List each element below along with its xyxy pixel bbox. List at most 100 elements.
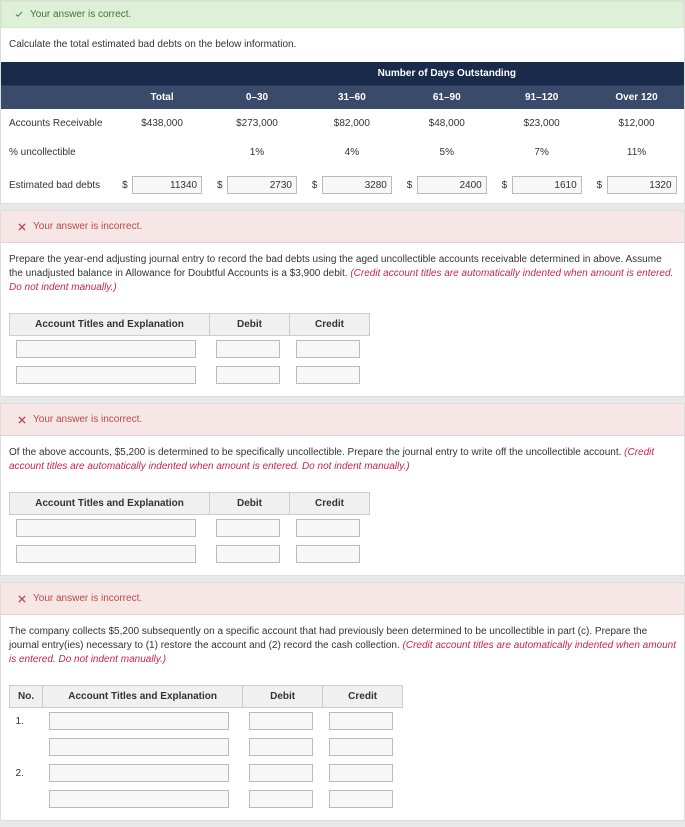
account-input[interactable] — [49, 764, 229, 782]
journal-table-c: Account Titles and Explanation Debit Cre… — [9, 492, 370, 567]
account-input[interactable] — [49, 790, 229, 808]
debit-input[interactable] — [216, 519, 280, 537]
credit-input[interactable] — [329, 764, 393, 782]
part-b-instruction: Prepare the year-end adjusting journal e… — [1, 243, 684, 305]
row-no: 2. — [10, 760, 43, 786]
ebd-61-90-input[interactable] — [417, 176, 487, 194]
pct-total — [115, 138, 210, 167]
credit-input[interactable] — [296, 340, 360, 358]
part-d-instruction: The company collects $5,200 subsequently… — [1, 615, 684, 677]
ar-31-60: $82,000 — [304, 109, 399, 138]
col-91-120: 91–120 — [494, 86, 589, 110]
row-no: 1. — [10, 708, 43, 735]
part-c-section: Your answer is incorrect. Of the above a… — [0, 403, 685, 576]
ebd-91-120-input[interactable] — [512, 176, 582, 194]
account-input[interactable] — [49, 712, 229, 730]
pct-61-90: 5% — [399, 138, 494, 167]
dollar-sign: $ — [312, 180, 322, 191]
ar-91-120: $23,000 — [494, 109, 589, 138]
journal-row — [10, 734, 403, 760]
credit-input[interactable] — [296, 519, 360, 537]
banner-text: Your answer is incorrect. — [33, 593, 142, 604]
part-b-section: Your answer is incorrect. Prepare the ye… — [0, 210, 685, 397]
debit-input[interactable] — [216, 545, 280, 563]
account-input[interactable] — [16, 366, 196, 384]
journal-row — [10, 336, 370, 363]
instruction-plain: Of the above accounts, $5,200 is determi… — [9, 447, 624, 458]
ar-label: Accounts Receivable — [1, 109, 115, 138]
col-debit: Debit — [243, 686, 323, 708]
super-header: Number of Days Outstanding — [210, 62, 684, 86]
incorrect-banner: Your answer is incorrect. — [1, 211, 684, 243]
dollar-sign: $ — [217, 180, 227, 191]
account-input[interactable] — [16, 519, 196, 537]
journal-row — [10, 362, 370, 388]
debit-input[interactable] — [216, 340, 280, 358]
banner-text: Your answer is incorrect. — [33, 414, 142, 425]
journal-table-d: No. Account Titles and Explanation Debit… — [9, 685, 403, 812]
account-input[interactable] — [16, 545, 196, 563]
row-no — [10, 786, 43, 812]
debit-input[interactable] — [249, 764, 313, 782]
banner-text: Your answer is correct. — [30, 9, 131, 20]
debit-input[interactable] — [216, 366, 280, 384]
journal-row: 2. — [10, 760, 403, 786]
credit-input[interactable] — [329, 712, 393, 730]
row-no — [10, 734, 43, 760]
ar-61-90: $48,000 — [399, 109, 494, 138]
incorrect-banner: Your answer is incorrect. — [1, 404, 684, 436]
pct-91-120: 7% — [494, 138, 589, 167]
col-debit: Debit — [210, 493, 290, 515]
credit-input[interactable] — [329, 790, 393, 808]
journal-row — [10, 515, 370, 542]
debit-input[interactable] — [249, 712, 313, 730]
journal-row — [10, 786, 403, 812]
ar-0-30: $273,000 — [210, 109, 305, 138]
outstanding-table: Number of Days Outstanding Total 0–30 31… — [1, 62, 684, 203]
credit-input[interactable] — [296, 366, 360, 384]
ebd-over120-input[interactable] — [607, 176, 677, 194]
ebd-0-30-input[interactable] — [227, 176, 297, 194]
journal-row — [10, 541, 370, 567]
dollar-sign: $ — [597, 180, 607, 191]
credit-input[interactable] — [296, 545, 360, 563]
ebd-31-60-input[interactable] — [322, 176, 392, 194]
check-icon — [14, 10, 24, 20]
col-no: No. — [10, 686, 43, 708]
col-credit: Credit — [323, 686, 403, 708]
x-icon — [17, 222, 27, 232]
x-icon — [17, 594, 27, 604]
banner-text: Your answer is incorrect. — [33, 221, 142, 232]
col-31-60: 31–60 — [304, 86, 399, 110]
col-account: Account Titles and Explanation — [10, 314, 210, 336]
row-pct-uncollectible: % uncollectible 1% 4% 5% 7% 11% — [1, 138, 684, 167]
ebd-total-input[interactable] — [132, 176, 202, 194]
col-over120: Over 120 — [589, 86, 684, 110]
col-credit: Credit — [290, 314, 370, 336]
account-input[interactable] — [16, 340, 196, 358]
pct-31-60: 4% — [304, 138, 399, 167]
col-account: Account Titles and Explanation — [43, 686, 243, 708]
pct-over120: 11% — [589, 138, 684, 167]
account-input[interactable] — [49, 738, 229, 756]
dollar-sign: $ — [407, 180, 417, 191]
credit-input[interactable] — [329, 738, 393, 756]
col-account: Account Titles and Explanation — [10, 493, 210, 515]
correct-banner: Your answer is correct. — [1, 1, 684, 28]
col-debit: Debit — [210, 314, 290, 336]
col-total: Total — [115, 86, 210, 110]
col-61-90: 61–90 — [399, 86, 494, 110]
col-blank — [1, 86, 115, 110]
col-credit: Credit — [290, 493, 370, 515]
row-estimated-bad-debts: Estimated bad debts $ $ $ $ $ $ — [1, 167, 684, 203]
journal-row: 1. — [10, 708, 403, 735]
pct-label: % uncollectible — [1, 138, 115, 167]
dollar-sign: $ — [122, 180, 132, 191]
ar-total: $438,000 — [115, 109, 210, 138]
dollar-sign: $ — [502, 180, 512, 191]
debit-input[interactable] — [249, 738, 313, 756]
col-0-30: 0–30 — [210, 86, 305, 110]
part-c-instruction: Of the above accounts, $5,200 is determi… — [1, 436, 684, 484]
ebd-label: Estimated bad debts — [1, 167, 115, 203]
debit-input[interactable] — [249, 790, 313, 808]
